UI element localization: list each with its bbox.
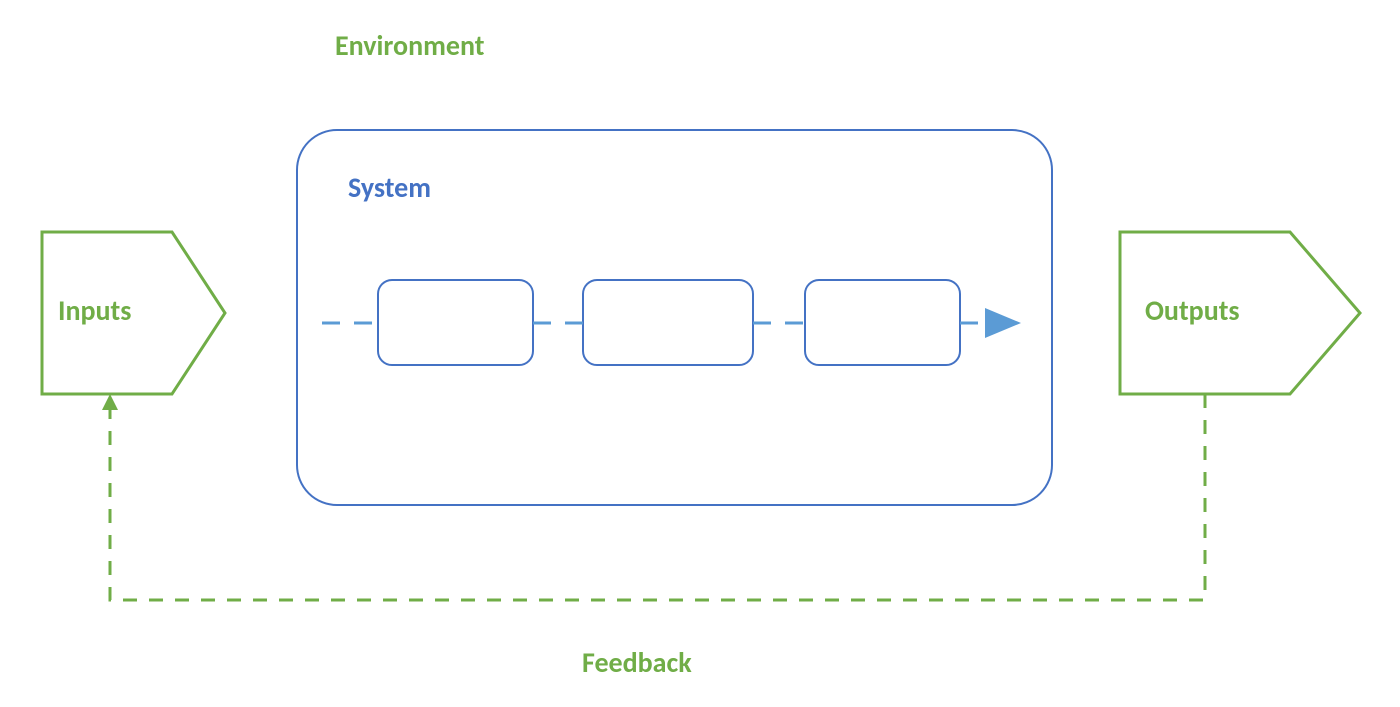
system-label: System xyxy=(348,170,431,205)
feedback-arrow xyxy=(110,394,1205,600)
process-box-2 xyxy=(583,280,753,365)
inputs-label: Inputs xyxy=(58,293,131,328)
system-diagram: Environment System Inputs Outputs Feedba… xyxy=(0,0,1400,702)
process-box-3 xyxy=(805,280,960,365)
feedback-label: Feedback xyxy=(582,645,692,680)
process-box-1 xyxy=(378,280,533,365)
feedback-arrowhead xyxy=(102,394,118,410)
environment-label: Environment xyxy=(335,28,484,63)
diagram-svg xyxy=(0,0,1400,702)
outputs-label: Outputs xyxy=(1145,293,1240,328)
